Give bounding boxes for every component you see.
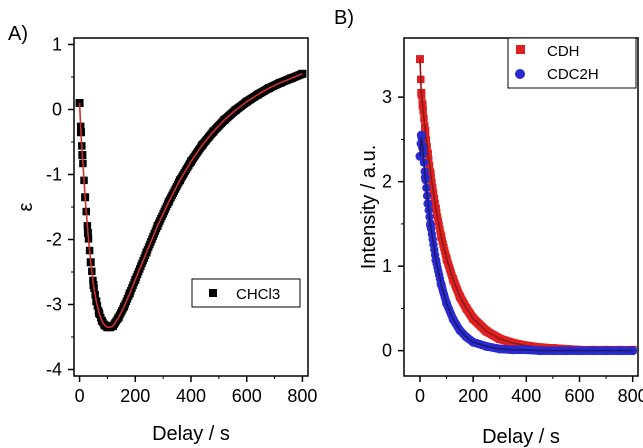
legend-label-chcl3: CHCl3 (236, 286, 280, 303)
data-point-cdc2h (415, 151, 425, 161)
legend-marker-chcl3 (209, 289, 217, 297)
x-tick-label: 600 (564, 386, 594, 406)
y-tick-label: -2 (46, 230, 62, 250)
x-tick-label: 800 (287, 386, 317, 406)
legend-label-cdc2h: CDC2H (547, 66, 599, 83)
y-tick-label: 1 (382, 256, 392, 276)
x-tick-label: 0 (75, 386, 85, 406)
data-point-chcl3 (298, 69, 307, 78)
x-tick-label: 600 (232, 386, 262, 406)
y-tick-label: 2 (382, 172, 392, 192)
x-tick-label: 200 (458, 386, 488, 406)
panel-a-x-ticks: 0 200 400 600 800 (75, 376, 317, 406)
panel-a-data (75, 69, 307, 332)
y-tick-label: 0 (382, 341, 392, 361)
y-tick-label: -4 (46, 360, 62, 380)
y-tick-label: -3 (46, 295, 62, 315)
panel-b-x-ticks: 0 200 400 600 800 (415, 376, 643, 406)
x-tick-label: 200 (120, 386, 150, 406)
panel-a-y-ticks: 1 0 -1 -2 -3 -4 (46, 35, 74, 380)
panel-b-legend: CDH CDC2H (507, 37, 637, 89)
y-tick-label: 3 (382, 87, 392, 107)
x-tick-label: 800 (618, 386, 643, 406)
fit-line-cdc2h (419, 137, 633, 352)
panel-b-data (415, 55, 638, 356)
panel-b-x-axis-label: Delay / s (482, 426, 560, 448)
panel-b: B) 0 200 400 600 800 3 2 1 0 Delay / s Intensit… (334, 7, 643, 448)
panel-a-x-axis-label: Delay / s (152, 423, 230, 445)
y-tick-label: -1 (46, 165, 62, 185)
y-tick-label: 0 (52, 100, 62, 120)
panel-a: A) 0 200 400 600 800 10-1-2-3-4 Delay / s ε … (8, 23, 317, 445)
panel-b-label: B) (334, 7, 354, 29)
panel-b-y-axis-label: Intensity / a.u. (358, 145, 380, 270)
x-tick-label: 0 (415, 386, 425, 406)
panel-a-legend: CHCl3 (191, 278, 301, 308)
legend-label-cdh: CDH (547, 43, 580, 60)
x-tick-label: 400 (511, 386, 541, 406)
y-tick-label: 1 (52, 35, 62, 55)
legend-marker-cdc2h (515, 69, 525, 79)
panel-a-y-axis-label: ε (15, 202, 37, 211)
panel-b-y-ticks: 3 2 1 0 (382, 87, 404, 361)
x-tick-label: 400 (176, 386, 206, 406)
legend-marker-cdh (516, 45, 525, 54)
fit-line-chcl3 (78, 73, 303, 329)
data-point-chcl3 (75, 99, 84, 107)
data-point-cdc2h (416, 130, 426, 140)
panel-b-legend-box (507, 37, 637, 89)
panel-a-label: A) (8, 23, 28, 45)
